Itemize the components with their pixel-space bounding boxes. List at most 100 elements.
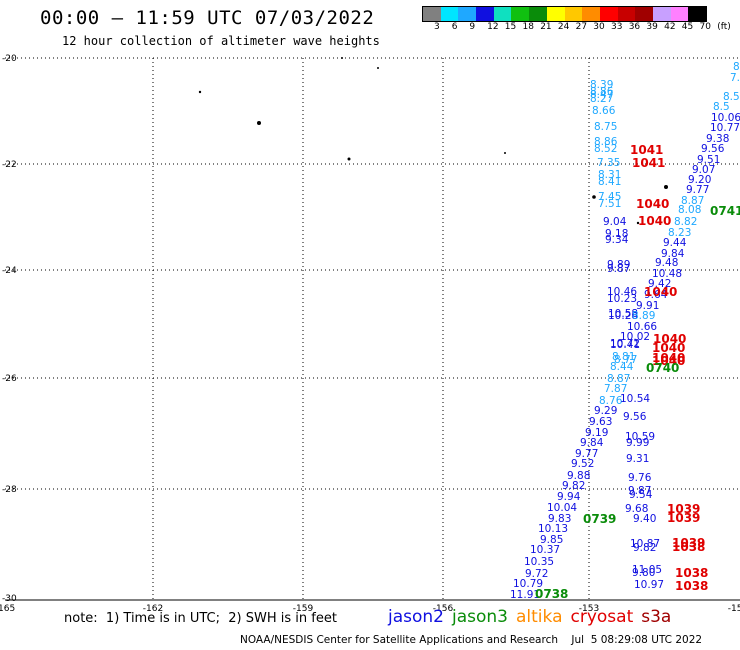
scale-label: (ft) <box>717 22 731 32</box>
pass-time-label: 0738 <box>535 587 568 601</box>
swh-label: 10.97 <box>634 579 664 591</box>
scale-swatch <box>688 7 706 21</box>
scale-label: 6 <box>451 22 458 32</box>
swh-label: 10.41 <box>610 339 640 351</box>
pass-time-label: 0739 <box>583 512 616 526</box>
swh-label: 10.77 <box>710 122 740 134</box>
swh-label: 10.54 <box>620 393 650 405</box>
legend-s3a: s3a <box>641 607 672 627</box>
scale-label: 12 <box>487 22 499 32</box>
swh-label: 8.66 <box>592 105 616 117</box>
swh-label: 9.84 <box>580 437 604 449</box>
swh-label: 9.29 <box>594 405 617 417</box>
scale-label: 33 <box>611 22 623 32</box>
scale-label: 70 <box>699 22 711 32</box>
swh-label: 11.05 <box>632 564 662 576</box>
island-marker <box>377 67 379 69</box>
swh-label: 8.82 <box>674 216 697 228</box>
swh-label: 9.82 <box>633 542 656 554</box>
pass-time-label: 1039 <box>667 511 700 525</box>
swh-label: 9.68 <box>625 503 648 515</box>
lat-tick-label: -24 <box>2 266 17 276</box>
scale-label: 21 <box>540 22 552 32</box>
swh-label: 9.87 <box>628 485 651 497</box>
swh-label: 10.79 <box>513 578 543 590</box>
swh-label: 10.35 <box>524 556 554 568</box>
longitude-axis: -165 -162 -159 -156 -153 -150 <box>0 604 740 614</box>
swh-label: 10.23 <box>607 293 637 305</box>
swh-label: 9.64 <box>644 289 668 301</box>
scale-swatch <box>652 7 671 21</box>
swh-label: 10.87 <box>630 538 660 550</box>
swh-label: 10.66 <box>627 321 657 333</box>
swh-label: 8.52 <box>594 143 617 155</box>
swh-label: 8.89 <box>632 310 655 322</box>
pass-time-labels: 1041104110401040104010401040104010401039… <box>535 143 740 601</box>
swh-label: 8.5 <box>713 101 730 113</box>
scale-swatch <box>670 7 689 21</box>
legend-jason2: jason2 <box>388 607 444 627</box>
pass-time-label: 1040 <box>644 285 677 299</box>
swh-label: 10.02 <box>620 331 650 343</box>
swh-label: 9.44 <box>663 237 687 249</box>
swh-label: 9.07 <box>692 164 715 176</box>
swh-label: 7.45 <box>598 191 621 203</box>
pass-time-label: 1040 <box>652 351 685 365</box>
scale-label: 27 <box>575 22 588 32</box>
swh-label: 10.06 <box>711 112 740 124</box>
scale-label: 3 <box>434 22 440 32</box>
swh-label: 9.77 <box>686 184 709 196</box>
pass-time-label: 1039 <box>667 502 700 516</box>
island-marker <box>664 185 668 189</box>
legend-jason3: jason3 <box>452 607 508 627</box>
latitude-axis: -20 -22 -24 -26 -28 -30 <box>2 54 17 604</box>
swh-label: 10.72 <box>610 338 640 350</box>
pass-time-label: 1040 <box>652 341 685 355</box>
scale-label: 45 <box>681 22 694 32</box>
swh-label: 9.48 <box>655 257 678 269</box>
pass-time-label: 1040 <box>636 197 669 211</box>
swh-label: 9.18 <box>605 228 628 240</box>
swh-label: 10.46 <box>607 286 637 298</box>
swh-label: 10.28 <box>608 310 638 322</box>
island-marker <box>347 157 351 161</box>
swh-label: 7.87 <box>604 383 627 395</box>
swh-label: 8.86 <box>590 86 614 98</box>
swh-label: 10.58 <box>608 308 638 320</box>
swh-label: 9.04 <box>603 216 627 228</box>
scale-label: 42 <box>664 22 676 32</box>
scale-swatch <box>476 7 494 21</box>
color-scale-labels: 3 6 9 12 15 18 21 24 27 30 33 36 39 42 45 70 (ft) <box>422 22 740 34</box>
swh-label: 8.27 <box>590 93 613 105</box>
lon-tick-label: -156 <box>433 604 454 614</box>
lon-tick-label: -165 <box>0 604 15 614</box>
pass-time-label: 1038 <box>675 579 708 593</box>
scale-label: 9 <box>469 22 476 32</box>
scale-swatch <box>511 7 530 21</box>
island-marker <box>504 152 506 154</box>
scale-swatch <box>529 7 547 21</box>
swh-label: 9.77 <box>575 448 598 460</box>
lat-tick-label: -20 <box>2 54 17 64</box>
swh-label: 8.5 <box>723 91 740 103</box>
scale-label: 18 <box>522 22 534 32</box>
swh-label: 9.20 <box>688 174 711 186</box>
map-grid <box>5 57 740 601</box>
credit-line: NOAA/NESDIS Center for Satellite Applica… <box>240 634 703 646</box>
swh-label: 7.35 <box>597 157 620 169</box>
swh-label: 9.83 <box>548 513 571 525</box>
swh-label: 8.87 <box>681 195 704 207</box>
island-marker <box>592 195 596 199</box>
scale-label: 30 <box>593 22 605 32</box>
swh-label: 9.88 <box>567 470 590 482</box>
swh-label: 9.52 <box>571 458 594 470</box>
lon-tick-label: -159 <box>293 604 314 614</box>
island-marker <box>257 121 261 125</box>
swh-label: 9.99 <box>626 437 649 449</box>
island-marker <box>341 57 343 59</box>
scale-swatch <box>635 7 653 21</box>
island-marker <box>198 90 202 94</box>
swh-label: 8.77 <box>614 354 637 366</box>
pass-time-label: 1040 <box>653 332 686 346</box>
